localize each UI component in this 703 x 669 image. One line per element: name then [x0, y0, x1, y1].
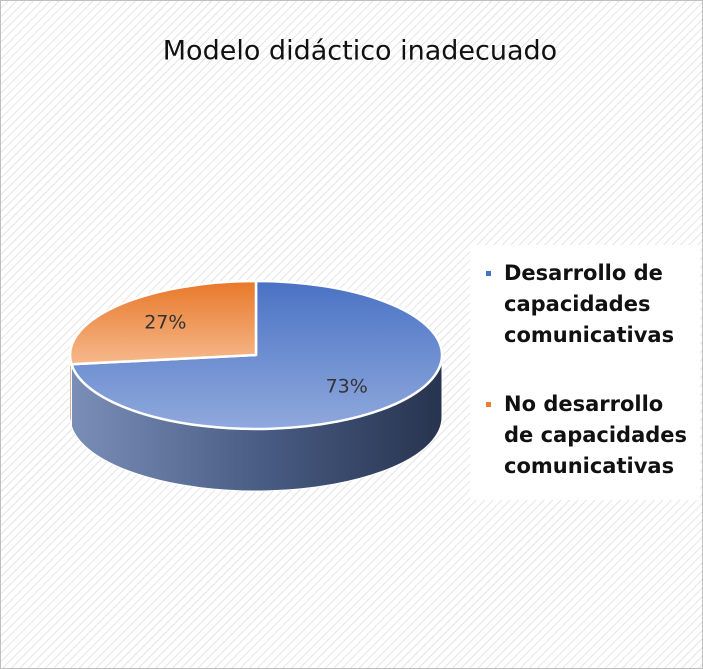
data-label: 73% — [326, 375, 368, 397]
legend-entry: Desarrollo de capacidades comunicativas — [478, 258, 696, 351]
legend-label: Desarrollo de capacidades comunicativas — [504, 261, 675, 347]
legend-box — [470, 245, 700, 500]
data-label: 27% — [144, 312, 186, 334]
legend-swatch — [486, 402, 491, 407]
legend-entry: No desarrollo de capacidades comunicativ… — [478, 389, 696, 482]
chart-title: Modelo didáctico inadecuado — [163, 36, 557, 67]
pie: 73% 27% — [68, 279, 444, 492]
legend-label: No desarrollo de capacidades comunicativ… — [504, 392, 688, 478]
legend-swatch — [486, 271, 491, 276]
slice — [68, 279, 258, 366]
